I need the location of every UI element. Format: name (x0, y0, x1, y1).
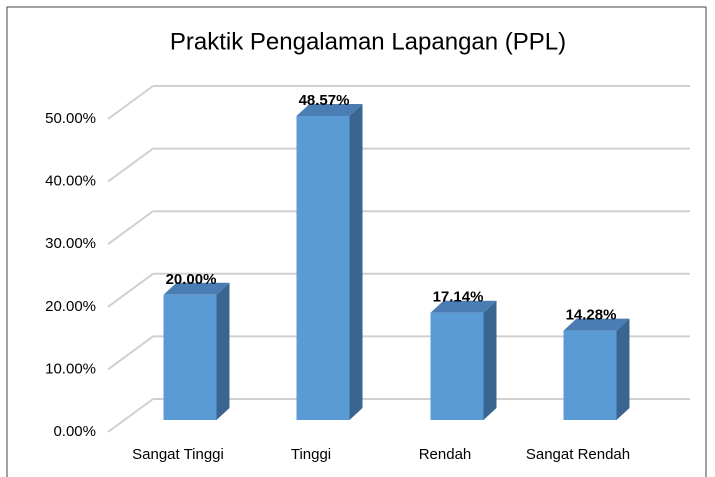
bar (563, 330, 617, 420)
y-tick-label: 50.00% (45, 110, 96, 127)
data-label: 14.28% (566, 307, 617, 324)
data-label: 20.00% (166, 271, 217, 288)
grid-line-diagonal (107, 147, 154, 183)
grid-line-diagonal (107, 85, 154, 120)
bar-side (483, 300, 497, 420)
bar (430, 312, 484, 420)
x-tick-label: Tinggi (291, 446, 331, 463)
grid-line-diagonal (107, 398, 154, 433)
bar-side (349, 103, 363, 421)
grid-line-diagonal (107, 272, 154, 308)
x-tick-label: Sangat Tinggi (132, 446, 224, 463)
grid-line-diagonal (107, 335, 154, 371)
bar-top (563, 318, 630, 331)
bar-top (296, 103, 363, 116)
x-tick-label: Rendah (419, 446, 472, 463)
bar-top (430, 300, 497, 313)
y-tick-label: 30.00% (45, 235, 96, 252)
chart-title: Praktik Pengalaman Lapangan (PPL) (170, 28, 566, 55)
y-tick-label: 0.00% (53, 423, 96, 440)
bar (296, 115, 350, 421)
y-tick-label: 10.00% (45, 360, 96, 377)
grid-line-diagonal (107, 210, 154, 246)
bar (163, 294, 217, 420)
bar-side (616, 318, 630, 420)
x-tick-label: Sangat Rendah (526, 446, 630, 463)
y-tick-label: 40.00% (45, 173, 96, 190)
data-label: 17.14% (433, 289, 484, 306)
bar-side (216, 282, 230, 420)
y-tick-label: 20.00% (45, 298, 96, 315)
bar-top (163, 282, 230, 295)
data-label: 48.57% (299, 92, 350, 109)
